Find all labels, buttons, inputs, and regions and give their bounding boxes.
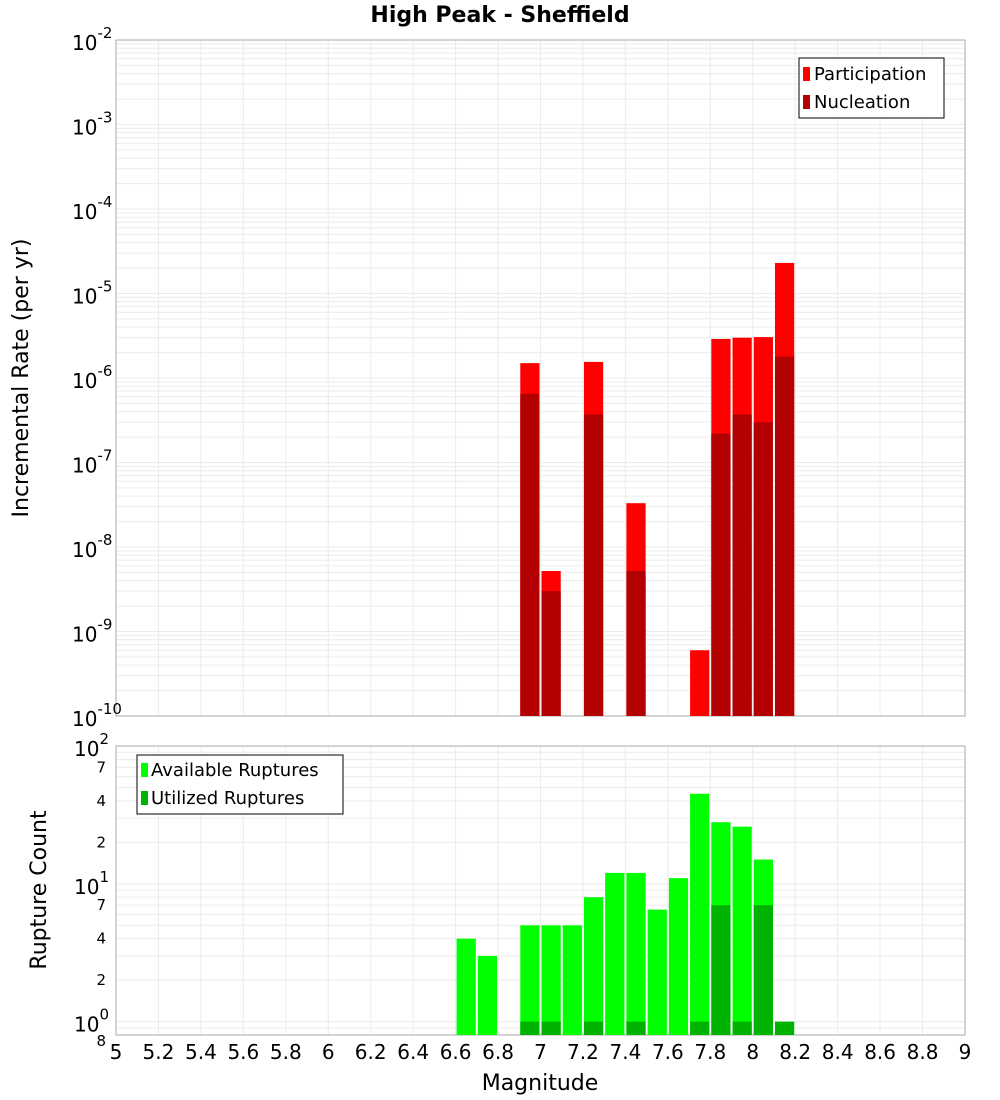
bar-utilized-ruptures-7.45 [626,1021,646,1035]
x-tick-label: 8.6 [864,1040,896,1064]
y-tick-label: 10-3 [72,109,112,140]
bottom-legend: Available Ruptures Utilized Ruptures [136,754,344,815]
bar-nucleation-7.85 [711,433,731,716]
bottom-plot-area [115,745,966,1036]
x-tick-label: 6.6 [440,1040,472,1064]
x-tick-label: 5.2 [143,1040,175,1064]
x-tick-label: 5.6 [227,1040,259,1064]
y-minor-tick-label: 2 [96,833,106,851]
x-tick-label: 7.8 [694,1040,726,1064]
x-tick-label: 6.2 [355,1040,387,1064]
x-tick-label: 5.4 [185,1040,217,1064]
bar-utilized-ruptures-7.25 [583,1021,604,1035]
bar-available-ruptures-6.75 [477,955,498,1035]
bar-nucleation-6.95 [520,393,540,716]
x-axis-ticks: 5 5.2 5.4 5.6 5.8 6 6.2 6.4 6.6 6.8 7 7.2 7.4 7.6 7.8 8… [110,1040,972,1064]
top-y-axis-label: Incremental Rate (per yr) [9,239,34,518]
y-tick-label: 10-9 [72,616,112,647]
x-tick-label: 8.8 [907,1040,939,1064]
bar-available-ruptures-7.95 [732,826,752,1035]
bar-utilized-ruptures-8.15 [774,1021,795,1035]
x-tick-label: 8.2 [779,1040,811,1064]
bar-utilized-ruptures-7.75 [690,1021,710,1035]
bar-available-ruptures-7.15 [562,925,582,1035]
bottom-bars [456,793,795,1035]
legend-participation-label: Participation [814,64,926,85]
x-tick-label: 7.2 [567,1040,599,1064]
bar-nucleation-7.25 [583,414,604,716]
legend-nucleation-swatch [803,95,810,109]
y-minor-tick-label: 4 [96,930,106,948]
x-tick-label: 7 [534,1040,547,1064]
x-tick-label: 8.4 [822,1040,854,1064]
top-plot-area [115,39,966,717]
bar-available-ruptures-7.45 [626,872,646,1035]
chart-title: High Peak - Sheffield [370,3,629,28]
bar-nucleation-7.45 [626,570,646,716]
y-minor-tick-label: 7 [96,758,106,776]
x-tick-label: 6 [322,1040,335,1064]
y-minor-tick-label: 2 [96,971,106,989]
y-tick-label: 10-8 [72,531,112,562]
x-tick-label: 7.6 [652,1040,684,1064]
legend-participation-swatch [803,67,810,81]
bottom-y-axis-label: Rupture Count [27,810,52,970]
y-tick-label: 10-5 [72,278,112,309]
x-tick-label: 7.4 [609,1040,641,1064]
legend-utilized-label: Utilized Ruptures [151,788,304,809]
legend-utilized-swatch [141,791,148,805]
y-tick-label: 10-7 [72,447,112,478]
legend-available-label: Available Ruptures [151,760,319,781]
top-legend: Participation Nucleation [798,57,945,119]
x-tick-label: 9 [959,1040,972,1064]
bar-available-ruptures-7.75 [690,793,710,1035]
y-minor-tick-label: 7 [96,896,106,914]
top-grid [115,40,966,717]
x-tick-label: 6.4 [397,1040,429,1064]
x-tick-label: 8 [746,1040,759,1064]
bar-nucleation-8.05 [753,422,773,716]
y-tick-label: 102 [74,730,109,761]
y-tick-label: 10-6 [72,362,112,393]
x-tick-label: 6.8 [482,1040,514,1064]
bar-utilized-ruptures-7.95 [732,1021,752,1035]
bar-nucleation-8.15 [774,356,795,716]
bar-available-ruptures-6.65 [456,938,476,1035]
bar-available-ruptures-7.65 [668,878,689,1035]
top-bars [520,262,795,716]
top-y-axis-ticks: 10-2 10-3 10-4 10-5 10-6 10-7 10-8 10-9 10-10 [72,24,122,731]
x-tick-label: 5.8 [270,1040,302,1064]
bar-available-ruptures-6.95 [520,925,540,1035]
bar-available-ruptures-7.55 [647,909,667,1035]
bar-available-ruptures-7.35 [605,872,625,1035]
x-axis-label: Magnitude [482,1071,599,1096]
y-tick-label: 10-2 [72,24,112,55]
bar-available-ruptures-7.25 [583,897,604,1035]
bar-utilized-ruptures-8.05 [753,905,773,1035]
legend-available-swatch [141,763,148,777]
x-tick-label: 5 [110,1040,123,1064]
y-tick-label: 10-10 [72,700,122,731]
y-tick-label: 101 [74,868,109,899]
y-minor-tick-label: 4 [96,792,106,810]
bar-utilized-ruptures-7.85 [711,905,731,1035]
y-tick-label: 10-4 [72,193,112,224]
bar-utilized-ruptures-7.05 [541,1021,561,1035]
bar-available-ruptures-7.05 [541,925,561,1035]
bar-nucleation-7.95 [732,414,752,716]
y-minor-tick-label: 8 [96,1032,106,1050]
bar-utilized-ruptures-6.95 [520,1021,540,1035]
bar-participation-7.75 [690,650,710,716]
bar-nucleation-7.05 [541,591,561,716]
legend-nucleation-label: Nucleation [814,92,910,113]
